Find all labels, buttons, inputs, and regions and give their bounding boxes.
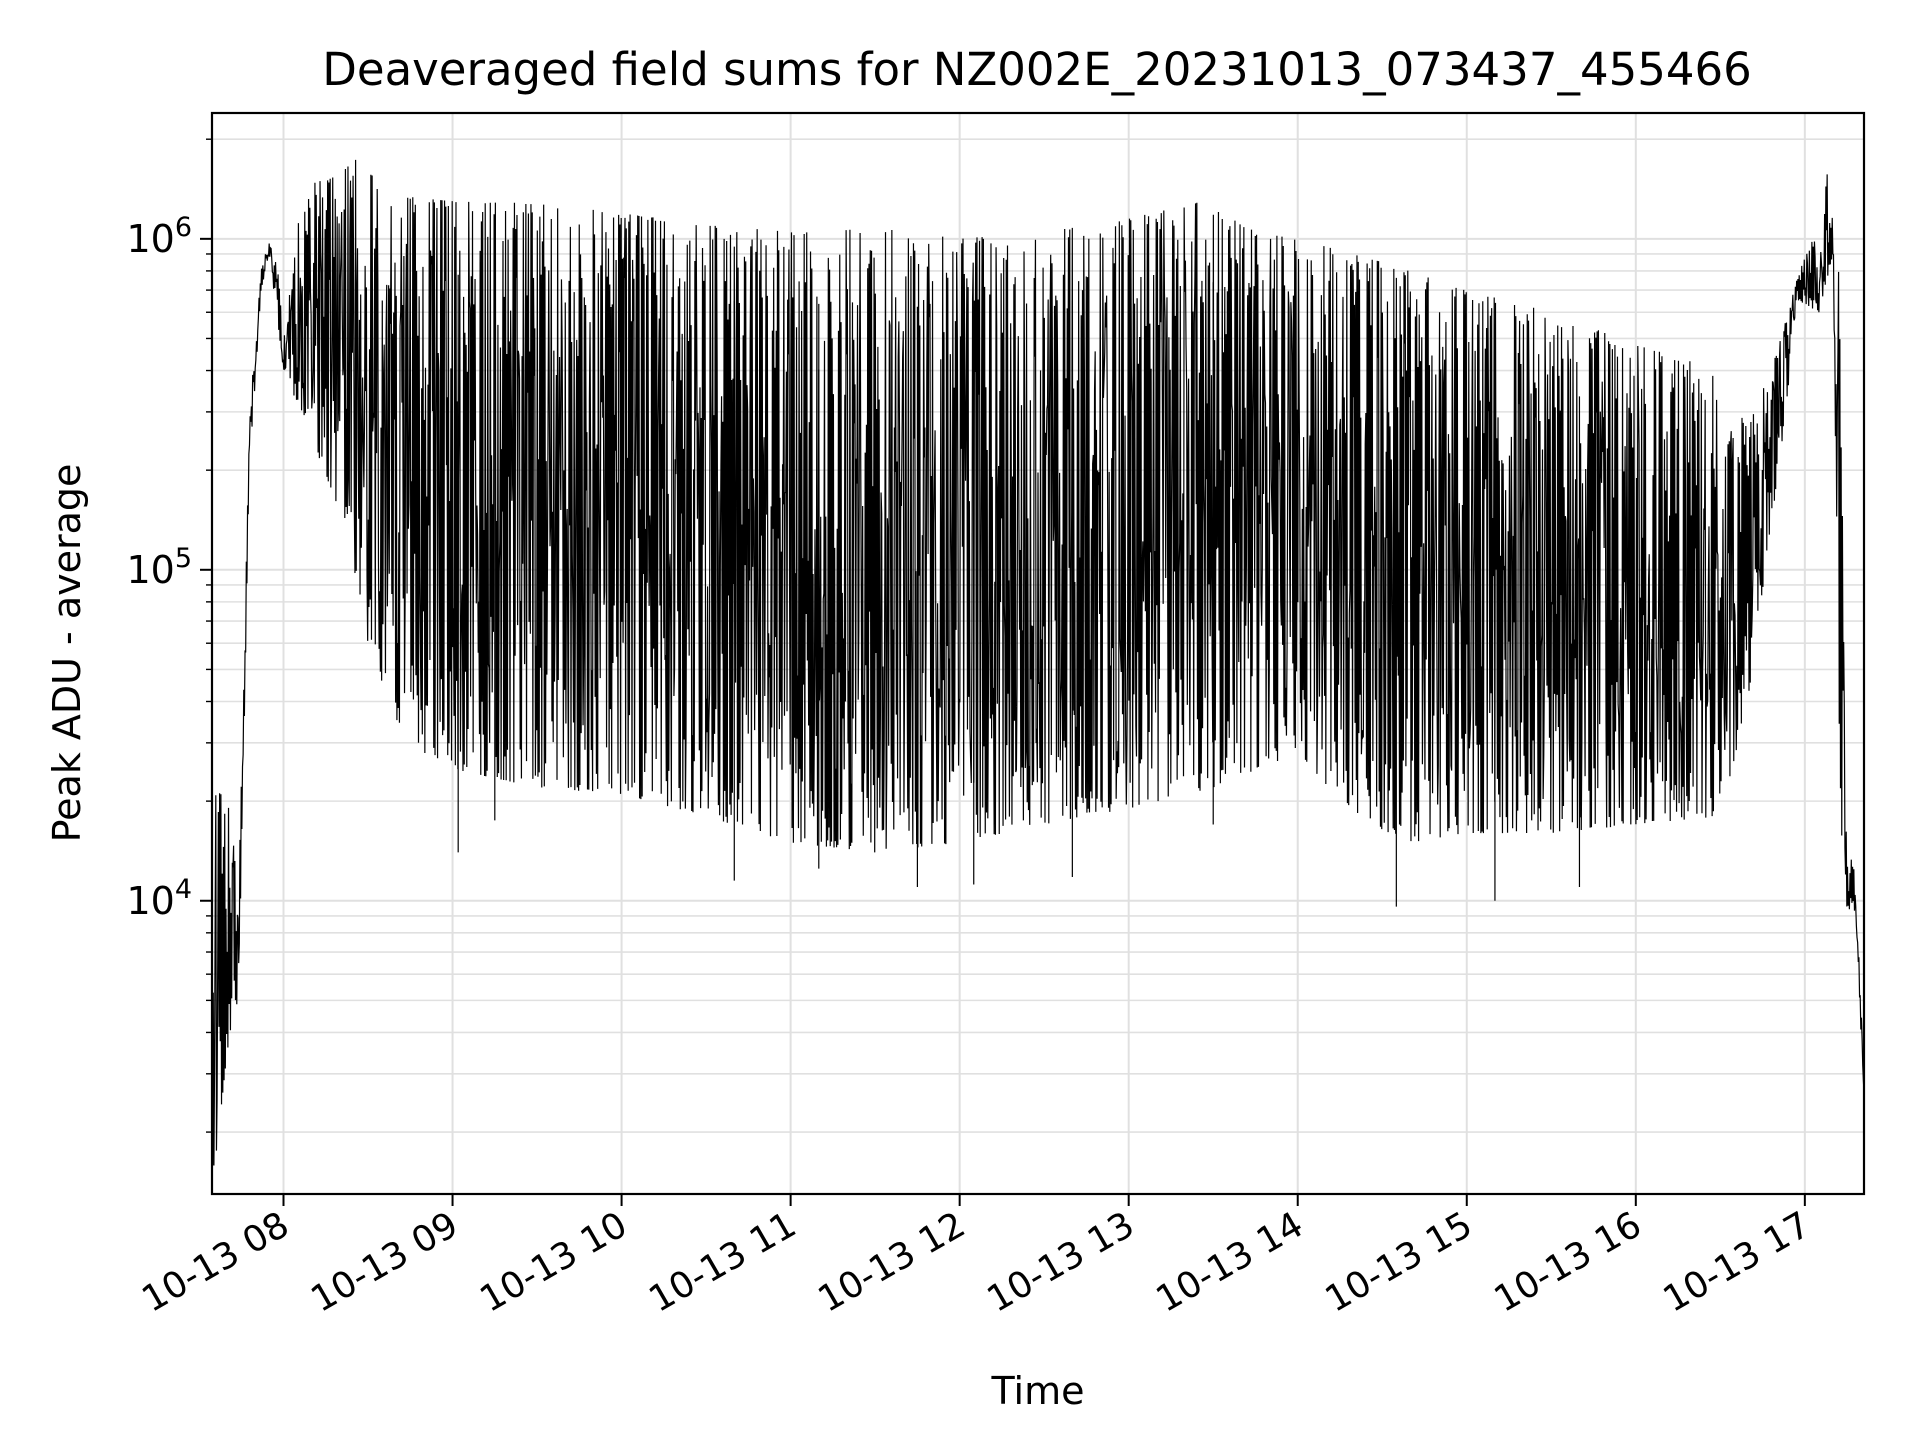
y-tick-label: 105	[126, 543, 192, 592]
x-tick-label: 10-13 12	[811, 1204, 972, 1320]
chart-title: Deaveraged field sums for NZ002E_2023101…	[322, 43, 1751, 96]
x-tick-label: 10-13 17	[1657, 1204, 1818, 1320]
x-tick-label: 10-13 13	[981, 1204, 1142, 1320]
x-tick-label: 10-13 09	[304, 1204, 465, 1320]
x-tick-label: 10-13 08	[135, 1204, 296, 1320]
x-tick-label: 10-13 15	[1319, 1204, 1480, 1320]
y-axis-label: Peak ADU - average	[45, 464, 89, 843]
series-peak-adu	[212, 159, 1864, 1166]
x-axis: 10-13 08 10-13 09 10-13 10 10-13 11 10-13 12…	[135, 1194, 1817, 1321]
x-axis-label: Time	[991, 1369, 1085, 1413]
x-tick-label: 10-13 14	[1150, 1204, 1311, 1320]
series-line	[212, 159, 1864, 1166]
y-tick-label: 106	[126, 212, 192, 261]
y-axis: 104 105 106	[126, 138, 212, 1133]
plot-area-frame	[210, 111, 1866, 1196]
y-tick-label: 104	[126, 874, 192, 923]
x-tick-label: 10-13 10	[473, 1204, 634, 1320]
x-tick-label: 10-13 16	[1488, 1204, 1649, 1320]
x-tick-label: 10-13 11	[642, 1204, 803, 1320]
